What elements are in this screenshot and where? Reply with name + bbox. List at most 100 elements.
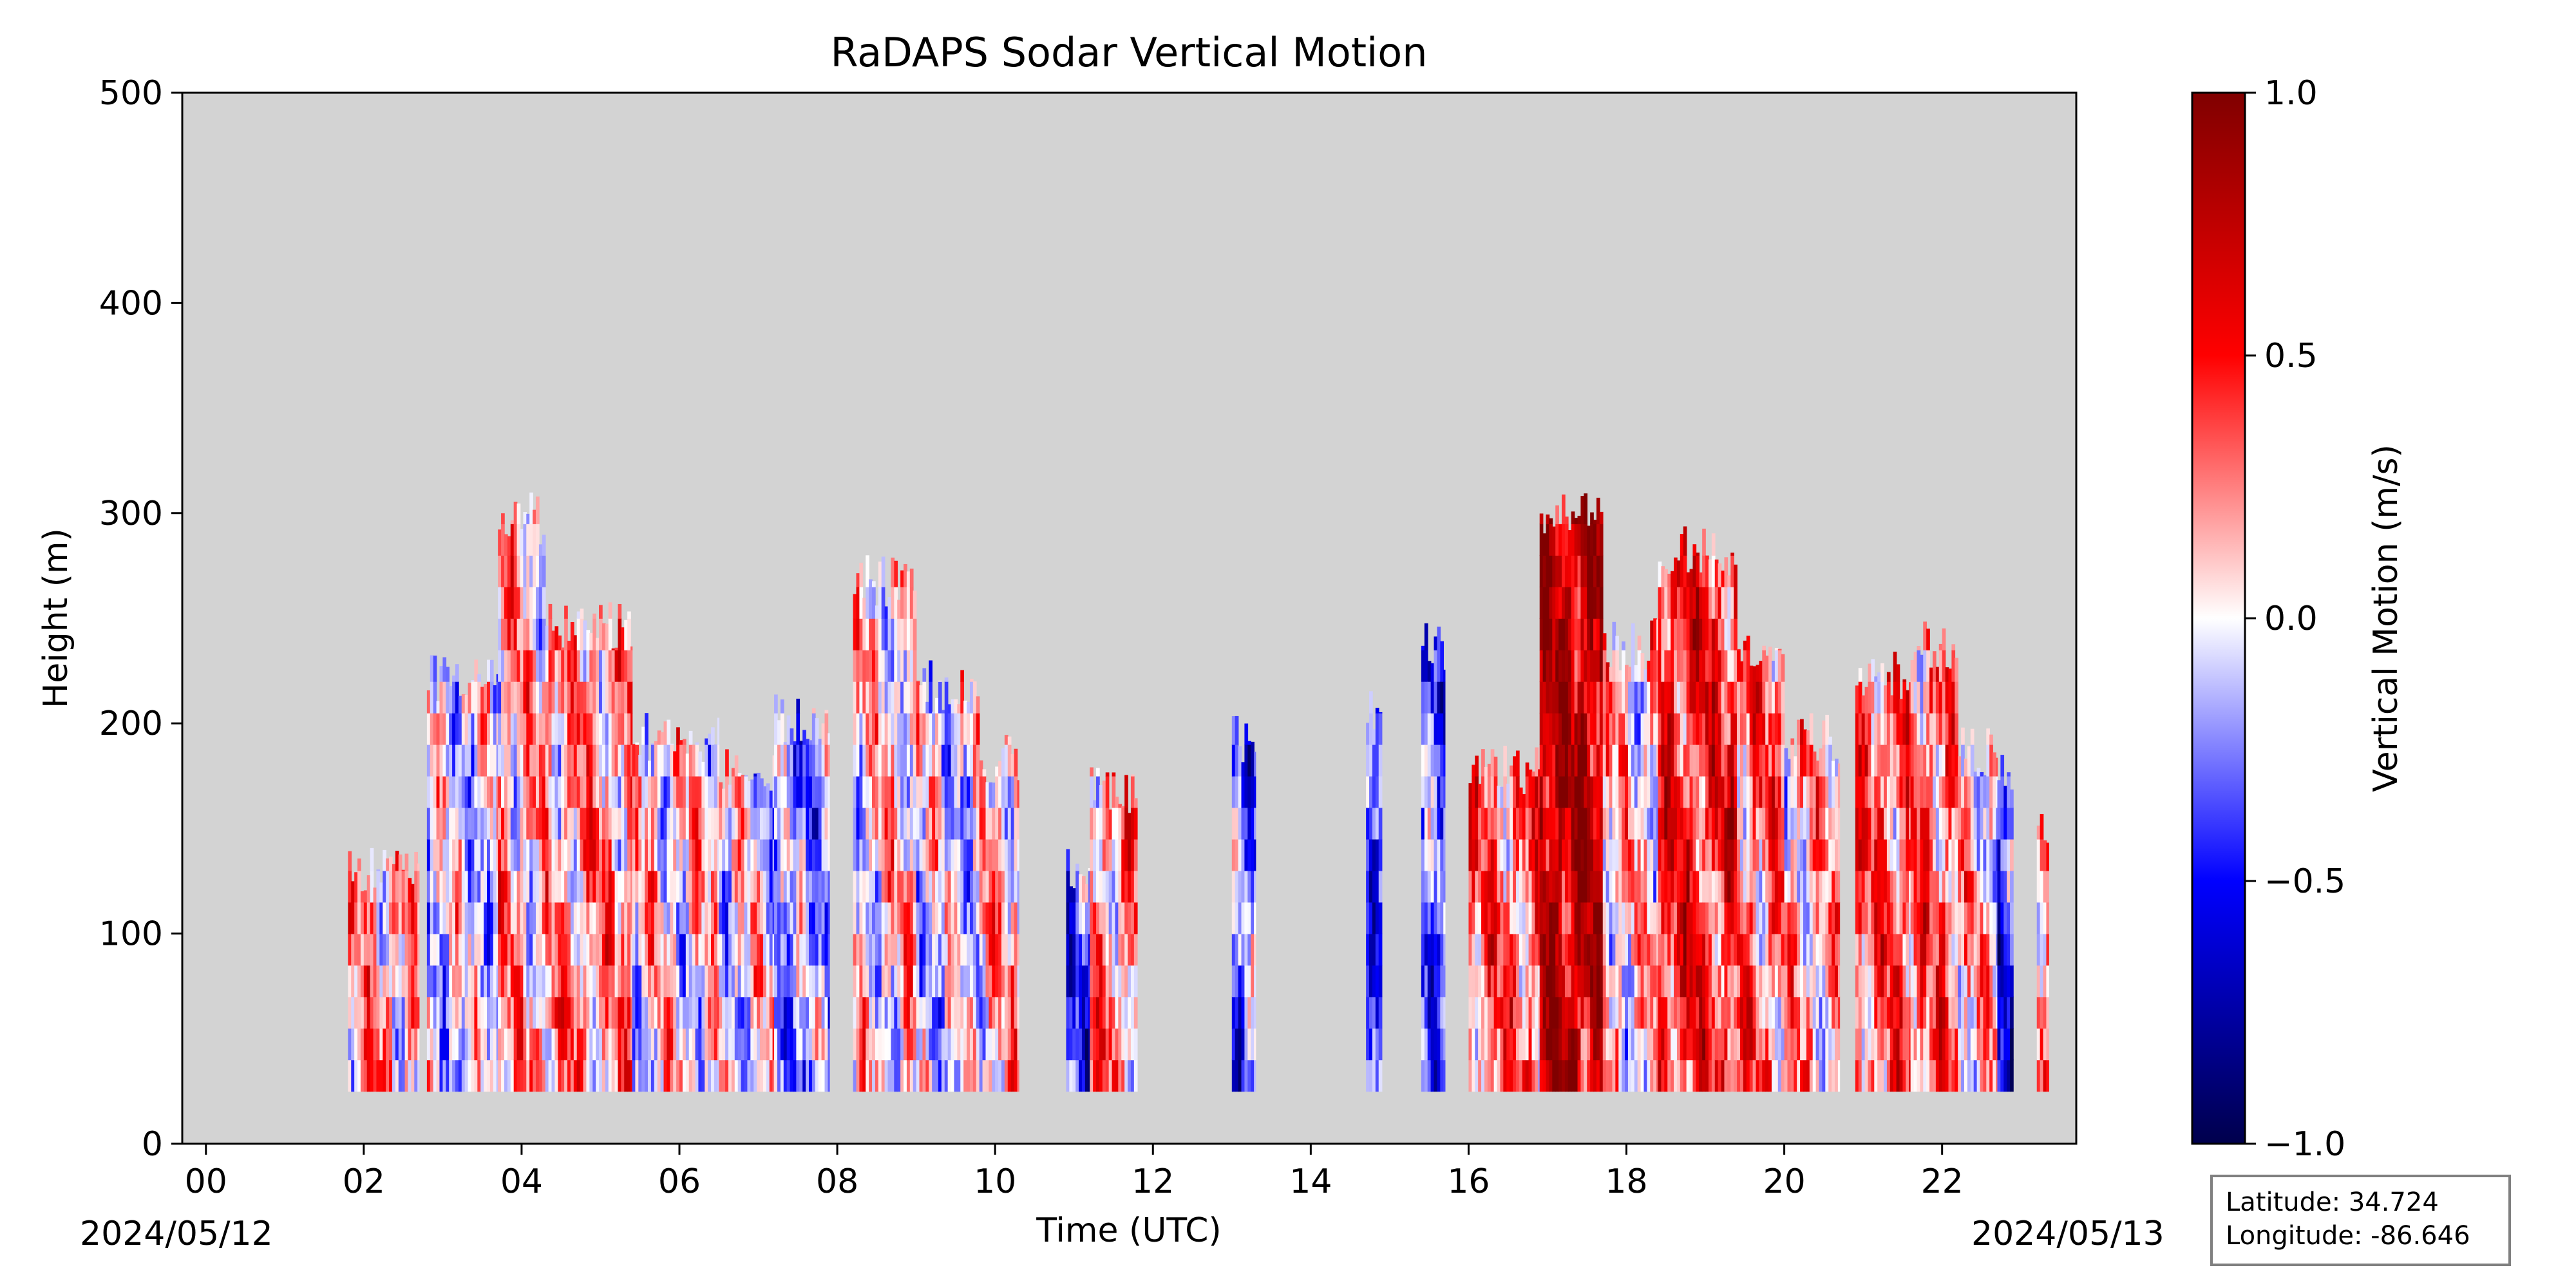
- heatmap-cell: [737, 1059, 742, 1092]
- heatmap-cell: [468, 1059, 472, 1092]
- heatmap-cell: [1689, 933, 1694, 966]
- heatmap-cell: [728, 807, 732, 840]
- heatmap-cell: [474, 712, 478, 745]
- heatmap-cell: [722, 996, 726, 1029]
- heatmap-cell: [554, 870, 559, 903]
- heatmap-cell: [1424, 649, 1428, 682]
- heatmap-cell: [1721, 933, 1725, 966]
- heatmap-cell: [1238, 1028, 1242, 1061]
- heatmap-cell: [1832, 838, 1835, 871]
- heatmap-cell: [426, 965, 431, 998]
- heatmap-cell: [468, 902, 472, 934]
- heatmap-cell: [513, 502, 518, 524]
- heatmap-cell: [967, 1028, 971, 1061]
- heatmap-cell: [1001, 838, 1005, 871]
- heatmap-cell: [576, 712, 581, 745]
- heatmap-cell: [433, 712, 437, 745]
- heatmap-cell: [1727, 996, 1732, 1029]
- heatmap-cell: [1539, 1028, 1544, 1061]
- heatmap-cell: [1692, 712, 1697, 745]
- heatmap-cell: [474, 870, 478, 903]
- heatmap-cell: [1705, 681, 1709, 714]
- heatmap-cell: [1734, 681, 1738, 714]
- heatmap-cell: [1093, 1028, 1097, 1061]
- heatmap-cell: [1478, 996, 1482, 1029]
- heatmap-cell: [1643, 838, 1648, 871]
- heatmap-cell: [351, 1028, 355, 1061]
- heatmap-cell: [1683, 902, 1687, 934]
- heatmap-cell: [357, 858, 361, 871]
- heatmap-cell: [741, 775, 745, 777]
- heatmap-cell: [551, 712, 556, 745]
- heatmap-cell: [1605, 681, 1610, 714]
- heatmap-cell: [614, 649, 619, 682]
- heatmap-cell: [648, 807, 652, 840]
- heatmap-cell: [1549, 996, 1553, 1029]
- heatmap-cell: [1112, 965, 1116, 998]
- heatmap-cell: [1774, 902, 1779, 934]
- heatmap-cell: [818, 965, 822, 998]
- heatmap-cell: [1247, 775, 1252, 808]
- heatmap-cell: [967, 933, 971, 966]
- heatmap-cell: [731, 768, 735, 777]
- heatmap-cell: [757, 772, 761, 777]
- heatmap-cell: [1768, 996, 1772, 1029]
- heatmap-cell: [533, 996, 536, 1029]
- heatmap-cell: [929, 870, 933, 903]
- heatmap-cell: [436, 701, 440, 714]
- heatmap-cell: [1468, 838, 1473, 871]
- heatmap-cell: [1737, 933, 1741, 966]
- heatmap-cell: [894, 744, 898, 777]
- heatmap-cell: [535, 838, 540, 871]
- heatmap-cell: [963, 965, 967, 998]
- heatmap-cell: [1683, 775, 1687, 808]
- heatmap-cell: [395, 851, 399, 871]
- heatmap-cell: [370, 1059, 374, 1092]
- heatmap-cell: [1656, 1059, 1659, 1092]
- heatmap-cell: [734, 755, 739, 777]
- heatmap-cell: [1562, 555, 1566, 587]
- heatmap-cell: [1768, 649, 1772, 682]
- heatmap-cell: [1812, 838, 1817, 871]
- heatmap-cell: [455, 933, 459, 966]
- heatmap-cell: [1812, 965, 1817, 998]
- heatmap-cell: [1822, 902, 1826, 934]
- heatmap-cell: [1771, 1028, 1776, 1061]
- heatmap-cell: [1503, 870, 1508, 903]
- heatmap-cell: [580, 902, 584, 934]
- heatmap-cell: [507, 870, 511, 903]
- heatmap-cell: [929, 933, 933, 966]
- heatmap-cell: [618, 933, 622, 966]
- heatmap-cell: [529, 1059, 533, 1092]
- heatmap-cell: [796, 698, 800, 714]
- heatmap-cell: [351, 1059, 355, 1092]
- heatmap-cell: [737, 902, 742, 934]
- heatmap-cell: [929, 838, 933, 871]
- heatmap-cell: [1599, 524, 1604, 556]
- heatmap-cell: [1102, 838, 1106, 871]
- heatmap-cell: [567, 681, 571, 714]
- heatmap-cell: [1809, 838, 1814, 871]
- heatmap-cell: [1781, 1028, 1785, 1061]
- heatmap-cell: [1781, 1059, 1785, 1092]
- heatmap-cell: [1746, 775, 1750, 808]
- heatmap-cell: [1525, 1028, 1530, 1061]
- heatmap-cell: [529, 775, 533, 808]
- heatmap-cell: [1596, 497, 1600, 524]
- heatmap-cell: [1730, 1028, 1734, 1061]
- heatmap-cell: [1692, 649, 1697, 682]
- heatmap-cell: [1708, 1059, 1712, 1092]
- heatmap-cell: [570, 744, 574, 777]
- heatmap-cell: [967, 744, 971, 777]
- heatmap-cell: [1069, 902, 1074, 934]
- heatmap-cell: [728, 870, 732, 903]
- heatmap-cell: [1437, 965, 1441, 998]
- heatmap-cell: [1658, 1028, 1662, 1061]
- heatmap-cell: [708, 933, 712, 966]
- heatmap-cell: [1667, 902, 1671, 934]
- heatmap-cell: [1522, 793, 1526, 808]
- heatmap-cell: [580, 681, 584, 714]
- heatmap-cell: [1806, 744, 1810, 777]
- heatmap-cell: [947, 775, 952, 808]
- heatmap-cell: [401, 870, 406, 903]
